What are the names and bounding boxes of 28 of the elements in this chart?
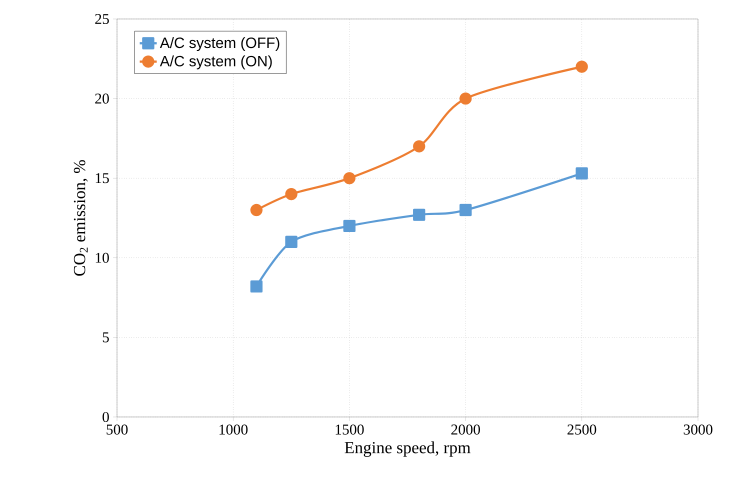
x-tick-label: 2000 — [451, 424, 480, 435]
x-tick-label: 2500 — [568, 424, 596, 435]
y-tick-label: 10 — [96, 252, 109, 263]
point — [285, 236, 298, 248]
y-tick-label: 15 — [96, 173, 109, 184]
legend-label: A/C system (ON) — [160, 55, 272, 70]
x-axis-title: Engine speed, rpm — [344, 441, 470, 457]
point — [576, 167, 588, 180]
point — [250, 204, 263, 216]
point — [413, 208, 426, 221]
x-tick-label: 500 — [106, 424, 128, 435]
y-axis-title: CO$_{2}$ emission, % — [74, 160, 88, 276]
point — [460, 92, 472, 105]
x-tick-label: 1500 — [336, 424, 364, 435]
legend-label: A/C system (OFF) — [160, 37, 280, 52]
y-tick-label: 20 — [95, 94, 109, 104]
y-tick-label: 25 — [95, 14, 109, 24]
point — [460, 204, 472, 216]
point — [250, 280, 263, 293]
point — [576, 60, 588, 73]
point — [285, 188, 298, 200]
y-tick-label: 5 — [102, 332, 109, 342]
point — [413, 140, 426, 152]
point — [343, 172, 356, 184]
point — [343, 220, 356, 232]
x-tick-label: 1000 — [220, 424, 248, 435]
y-tick-label: 0 — [102, 412, 109, 422]
x-tick-label: 3000 — [684, 424, 712, 435]
